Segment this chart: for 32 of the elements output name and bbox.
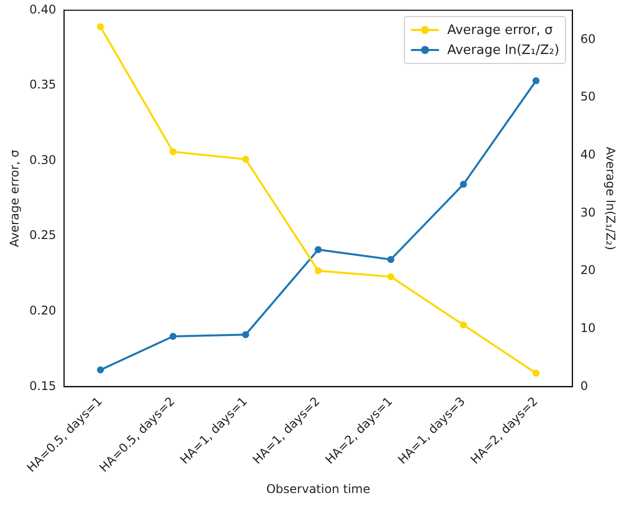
legend-label: Average ln(Z₁/Z₂) [447,42,560,58]
y2-axis-title: Average ln(Z₁/Z₂) [604,146,618,250]
point [96,23,104,30]
legend-label: Average error, σ [447,22,553,38]
y-tick-label: 0.30 [29,152,56,167]
point [460,321,467,328]
point [170,332,177,340]
y2-tick-label: 40 [580,147,596,162]
y2-tick-label: 60 [580,32,596,46]
y2-tick-label: 10 [580,320,596,335]
y-axis-title: Average error, σ [7,149,22,248]
point [170,148,177,156]
y-tick-label: 0.20 [29,304,56,318]
y2-tick-label: 50 [580,90,596,104]
point [242,331,250,338]
y-tick-label: 0.25 [29,228,56,242]
y2-tick-label: 30 [580,205,596,220]
y-tick-label: 0.40 [29,2,56,16]
y2-tick-label: 20 [580,263,596,278]
point [387,256,394,263]
x-axis-title: Observation time [266,482,370,496]
point [532,370,540,377]
point [242,156,250,163]
point [460,180,467,188]
point [532,77,540,84]
point [314,267,322,274]
y-tick-label: 0.15 [29,378,56,393]
y2-tick-label: 0 [580,378,588,393]
point [387,273,394,280]
point [96,366,104,374]
y-tick-label: 0.35 [29,78,56,92]
point [314,246,322,254]
